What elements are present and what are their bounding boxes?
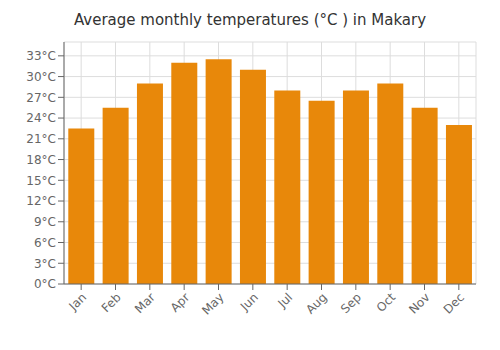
- svg-text:Jul: Jul: [274, 290, 295, 311]
- svg-text:May: May: [199, 290, 226, 317]
- svg-text:Nov: Nov: [406, 290, 432, 316]
- svg-text:15°C: 15°C: [26, 174, 56, 188]
- svg-text:9°C: 9°C: [34, 215, 56, 229]
- svg-text:27°C: 27°C: [26, 91, 56, 105]
- svg-text:12°C: 12°C: [26, 194, 56, 208]
- svg-text:Sep: Sep: [338, 290, 364, 316]
- svg-text:0°C: 0°C: [34, 277, 56, 291]
- svg-text:Aug: Aug: [303, 290, 329, 316]
- html-text:Average monthly temperatures (: Average monthly temperatures (°C ) in Ma…: [73, 11, 427, 29]
- svg-text:Jan: Jan: [66, 290, 90, 314]
- svg-text:Dec: Dec: [441, 290, 467, 316]
- svg-text:Oct: Oct: [374, 290, 399, 315]
- svg-text:18°C: 18°C: [26, 153, 56, 167]
- svg-text:30°C: 30°C: [26, 70, 56, 84]
- svg-text:33°C: 33°C: [26, 49, 56, 63]
- svg-text:Feb: Feb: [99, 290, 124, 315]
- svg-text:Mar: Mar: [132, 290, 158, 316]
- svg-text:21°C: 21°C: [26, 132, 56, 146]
- svg-text:3°C: 3°C: [34, 257, 56, 271]
- svg-text:6°C: 6°C: [34, 236, 56, 250]
- svg-text:Apr: Apr: [168, 290, 193, 315]
- svg-text:Jun: Jun: [237, 290, 261, 314]
- svg-text:24°C: 24°C: [26, 111, 56, 125]
